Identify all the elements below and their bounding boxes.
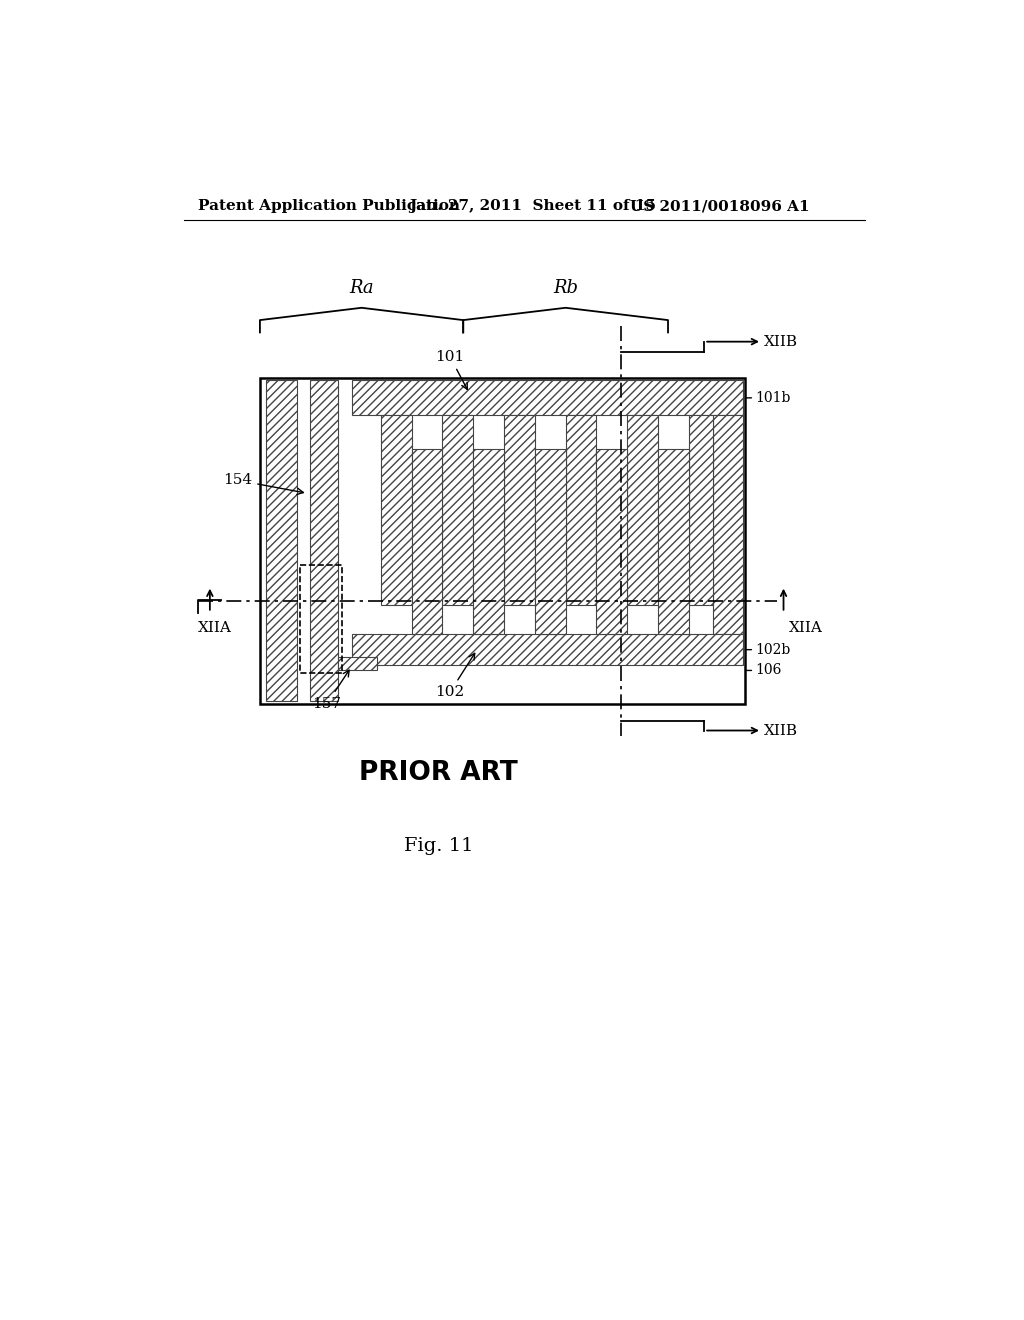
Polygon shape: [351, 380, 742, 414]
Polygon shape: [689, 414, 714, 605]
Text: 102: 102: [435, 653, 475, 700]
Polygon shape: [713, 414, 742, 635]
Text: PRIOR ART: PRIOR ART: [359, 760, 518, 785]
Text: Patent Application Publication: Patent Application Publication: [199, 199, 461, 213]
Polygon shape: [535, 449, 565, 635]
Polygon shape: [628, 414, 658, 605]
Text: 157: 157: [312, 671, 349, 710]
Text: Jan. 27, 2011  Sheet 11 of 15: Jan. 27, 2011 Sheet 11 of 15: [410, 199, 656, 213]
Polygon shape: [351, 635, 742, 665]
Polygon shape: [473, 449, 504, 635]
Text: 101: 101: [435, 350, 467, 389]
Polygon shape: [565, 414, 596, 605]
Text: Ra: Ra: [349, 279, 374, 297]
Text: 101b: 101b: [756, 391, 792, 405]
Text: XIIB: XIIB: [764, 723, 798, 738]
Polygon shape: [310, 380, 339, 701]
Polygon shape: [442, 414, 473, 605]
Text: 154: 154: [223, 474, 303, 495]
Text: Fig. 11: Fig. 11: [403, 837, 473, 855]
Polygon shape: [658, 449, 689, 635]
Text: US 2011/0018096 A1: US 2011/0018096 A1: [630, 199, 809, 213]
Text: XIIB: XIIB: [764, 335, 798, 348]
Text: 102b: 102b: [756, 643, 792, 656]
Polygon shape: [260, 378, 745, 704]
Polygon shape: [266, 380, 297, 701]
Text: XIIA: XIIA: [788, 622, 823, 635]
Text: XIIA: XIIA: [199, 622, 232, 635]
Polygon shape: [412, 449, 442, 635]
Polygon shape: [339, 657, 377, 671]
Polygon shape: [504, 414, 535, 605]
Text: Rb: Rb: [553, 279, 579, 297]
Text: 106: 106: [756, 664, 782, 677]
Polygon shape: [596, 449, 628, 635]
Polygon shape: [381, 414, 412, 605]
